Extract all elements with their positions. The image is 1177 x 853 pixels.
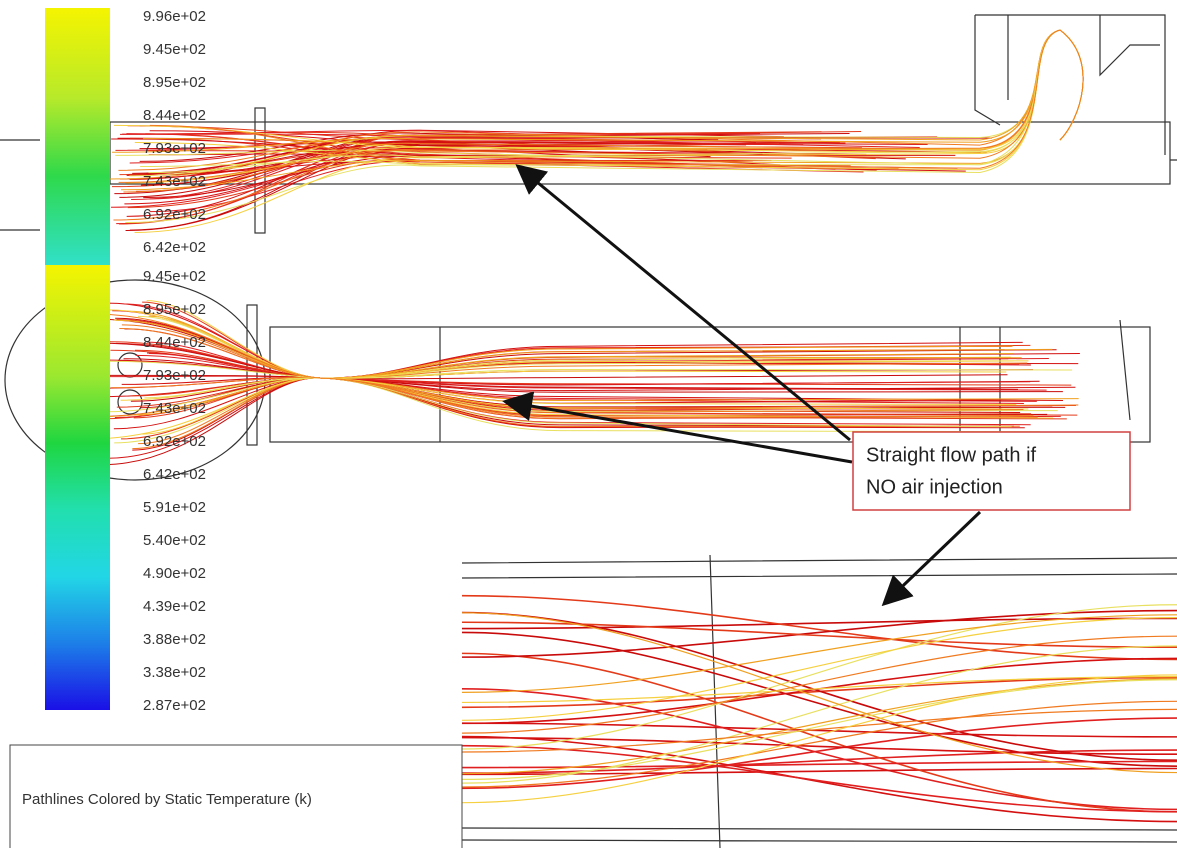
pathline <box>462 622 1177 647</box>
colorbar-upper <box>45 8 110 265</box>
arrow <box>886 512 980 602</box>
colorbar-label: 8.95e+02 <box>143 74 206 91</box>
colorbar-label: 5.91e+02 <box>143 499 206 516</box>
colorbar-label: 6.92e+02 <box>143 433 206 450</box>
pathline <box>125 30 1083 223</box>
scene: 9.96e+02 9.45e+02 8.95e+02 8.44e+02 7.93e+02… <box>0 0 1177 848</box>
colorbar-label: 9.96e+02 <box>143 8 206 25</box>
colorbar-label: 8.44e+02 <box>143 107 206 124</box>
pathline <box>462 613 1177 773</box>
annotation-line: Straight flow path if <box>866 444 1037 466</box>
colorbar-label: 3.88e+02 <box>143 631 206 648</box>
colorbar-label: 6.92e+02 <box>143 206 206 223</box>
colorbar-label: 7.93e+02 <box>143 367 206 384</box>
colorbar-label: 2.87e+02 <box>143 697 206 714</box>
colorbar-label: 7.43e+02 <box>143 173 206 190</box>
colorbar-label: 8.95e+02 <box>143 301 206 318</box>
colorbar-label: 9.45e+02 <box>143 41 206 58</box>
colorbar-label: 3.38e+02 <box>143 664 206 681</box>
pathline <box>147 301 1029 379</box>
colorbar-label: 7.93e+02 <box>143 140 206 157</box>
pathline <box>124 304 1049 378</box>
pathline <box>113 30 1083 220</box>
colorbar-label: 8.44e+02 <box>143 334 206 351</box>
pathline <box>462 653 1177 811</box>
colorbar-label: 6.42e+02 <box>143 466 206 483</box>
colorbar-label: 4.90e+02 <box>143 565 206 582</box>
colorbar-label: 5.40e+02 <box>143 532 206 549</box>
colorbar-label: 4.39e+02 <box>143 598 206 615</box>
colorbar-label: 7.43e+02 <box>143 400 206 417</box>
pathline <box>128 311 1052 378</box>
pathline <box>462 746 1177 812</box>
colorbar-label: 9.45e+02 <box>143 268 206 285</box>
colorbar-lower <box>45 265 110 710</box>
colorbar-label: 6.42e+02 <box>143 239 206 256</box>
caption: Pathlines Colored by Static Temperature … <box>22 791 312 808</box>
pathline <box>462 611 1177 658</box>
port <box>118 353 142 377</box>
pathline <box>150 161 864 211</box>
pathlines <box>90 30 1177 822</box>
annotation-line: NO air injection <box>866 476 1003 498</box>
